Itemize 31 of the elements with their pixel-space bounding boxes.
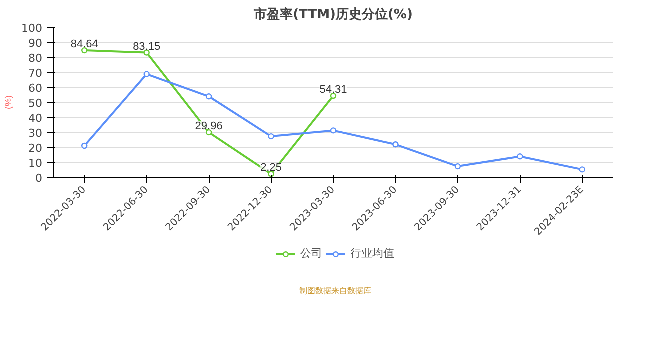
y-tick-label: 40 [28,112,43,125]
legend-label: 行业均值 [350,246,394,261]
y-tick-label: 70 [28,67,43,80]
data-label: 2.25 [260,162,282,174]
y-tick-label: 0 [36,172,42,185]
y-tick-label: 100 [22,22,43,35]
point [268,171,274,178]
point [144,71,150,78]
data-label: 54.31 [320,84,348,96]
y-tick-label: 10 [28,157,43,170]
chart-title: 市盈率(TTM)历史分位(%) [253,6,413,22]
y-tick-label: 50 [28,97,43,110]
text: 制图数据来自数据库 [300,286,372,296]
point [579,166,586,173]
point [206,94,212,100]
y-tick-label: 60 [28,82,43,95]
data-label: 83.15 [133,40,161,53]
legend-label: 公司 [300,246,322,261]
point [330,128,337,134]
data-label: 29.96 [195,120,223,133]
point [517,154,524,160]
y-tick-label: 20 [28,142,43,155]
point [268,133,274,140]
y-tick-label: 90 [28,37,43,50]
y-axis-title: (%) [4,96,14,110]
y-tick-label: 80 [28,52,43,65]
point [82,142,88,150]
point [454,163,462,170]
point [392,142,399,148]
y-tick-label: 30 [28,127,43,140]
data-label: 84.64 [70,38,98,51]
